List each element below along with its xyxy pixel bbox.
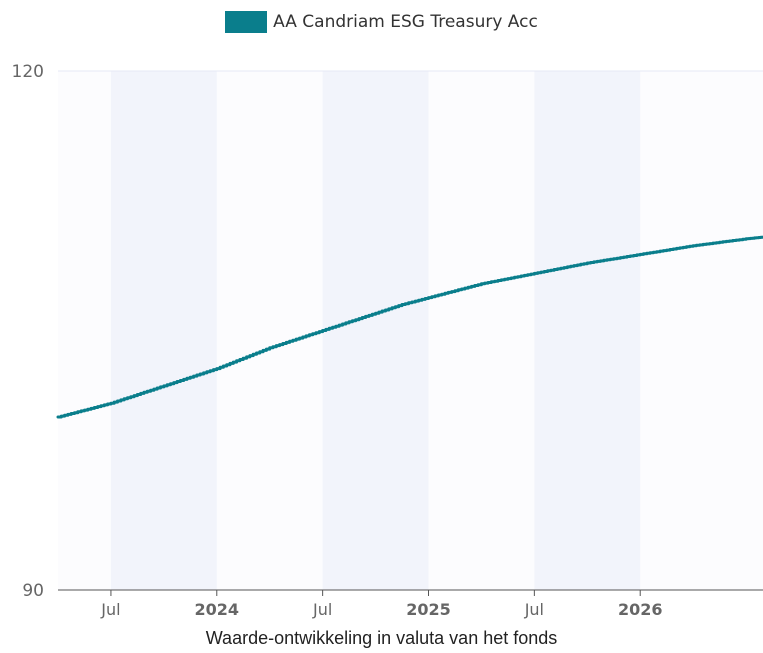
legend-label: AA Candriam ESG Treasury Acc	[273, 12, 538, 32]
legend-swatch	[225, 11, 268, 33]
x-axis-title: Waarde-ontwikkeling in valuta van het fo…	[205, 628, 558, 648]
x-tick-label: 2025	[406, 600, 451, 619]
x-tick-label: Jul	[100, 600, 120, 619]
x-band-0	[110, 71, 217, 590]
y-tick-label: 90	[22, 581, 44, 601]
y-tick-label: 120	[12, 62, 44, 82]
series-line-0	[56, 235, 763, 419]
x-tick-label: 2024	[195, 600, 240, 619]
x-tick-label: 2026	[618, 600, 663, 619]
x-tick-label: Jul	[524, 600, 544, 619]
x-tick-label: Jul	[312, 600, 332, 619]
chart-legend[interactable]: AA Candriam ESG Treasury Acc	[0, 11, 763, 33]
x-band-2	[534, 71, 641, 590]
x-band-1	[322, 71, 429, 590]
